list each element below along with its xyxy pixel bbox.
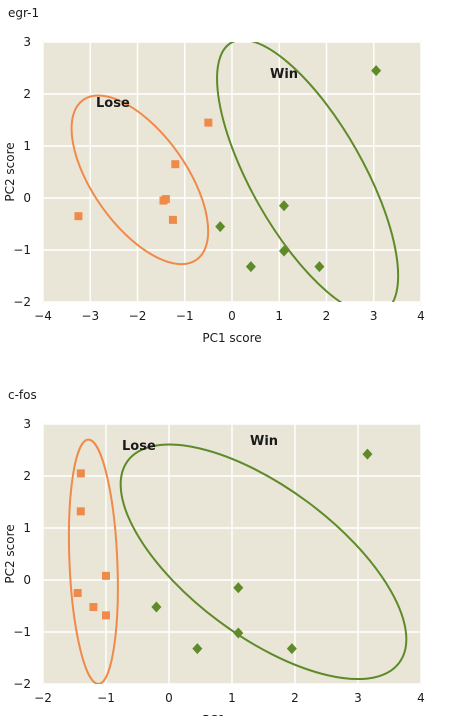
egr-1-panel: egr-1 −4 −3 −2 −1 0 1 2 3 4 −2 −1 0 1 2 3 PC1 score PC2 … xyxy=(3,6,425,345)
point-win xyxy=(278,200,289,212)
y-tick-label: 2 xyxy=(23,469,31,483)
y-tick-label: 2 xyxy=(23,87,31,101)
plot-content xyxy=(70,42,400,302)
ellipse-win xyxy=(216,42,400,302)
x-tick-label: 0 xyxy=(165,691,173,705)
x-tick-label: −2 xyxy=(34,691,52,705)
y-axis-title: PC2 score xyxy=(3,524,17,583)
point-win xyxy=(192,643,203,655)
point-lose xyxy=(74,212,83,221)
x-tick-label: 4 xyxy=(417,309,425,323)
point-win xyxy=(371,65,382,77)
point-lose xyxy=(102,611,110,620)
x-tick-label: 1 xyxy=(228,691,236,705)
plot-content xyxy=(67,438,408,684)
x-tick-label: 1 xyxy=(275,309,283,323)
point-lose xyxy=(102,571,110,580)
point-win xyxy=(233,582,244,594)
x-tick-label: 4 xyxy=(417,691,425,705)
x-tick-label: −3 xyxy=(81,309,99,323)
point-lose xyxy=(76,507,85,516)
point-lose xyxy=(204,118,213,127)
egr-1-chart: −4 −3 −2 −1 0 1 2 3 4 −2 −1 0 1 2 3 PC1 score PC2 score L… xyxy=(3,35,425,345)
y-tick-label: 0 xyxy=(23,573,31,587)
point-win xyxy=(362,448,373,460)
group-label-win: Win xyxy=(270,67,298,82)
group-label-lose: Lose xyxy=(122,439,156,454)
y-tick-label: −1 xyxy=(13,243,31,257)
y-tick-label: −1 xyxy=(13,625,31,639)
x-tick-label: −1 xyxy=(97,691,115,705)
x-tick-label: 2 xyxy=(291,691,299,705)
y-tick-label: −2 xyxy=(13,295,31,309)
point-lose xyxy=(76,469,85,478)
x-tick-label: 3 xyxy=(370,309,378,323)
x-axis-title: PC1 score xyxy=(202,331,261,345)
point-lose xyxy=(168,215,177,224)
y-tick-label: 3 xyxy=(23,35,31,49)
point-win xyxy=(286,643,297,655)
c-fos-chart: −2 −1 0 1 2 3 4 −2 −1 0 1 2 3 PC1 score PC2 score Lose W… xyxy=(3,417,425,716)
point-win xyxy=(278,245,289,257)
group-label-lose: Lose xyxy=(96,96,130,111)
point-lose xyxy=(73,589,82,597)
c-fos-panel: c-fos −2 −1 0 1 2 3 4 −2 −1 0 1 2 3 PC1 score PC2 scor… xyxy=(0,382,454,716)
point-lose xyxy=(159,196,168,205)
point-lose xyxy=(171,160,180,169)
group-label-win: Win xyxy=(250,434,278,449)
y-tick-label: 1 xyxy=(23,139,31,153)
point-win xyxy=(245,261,256,273)
point-lose xyxy=(89,603,98,612)
y-tick-label: 1 xyxy=(23,521,31,535)
point-win xyxy=(215,221,226,233)
x-tick-label: 0 xyxy=(228,309,236,323)
c-fos-title: c-fos xyxy=(8,388,37,402)
y-tick-label: 0 xyxy=(23,191,31,205)
x-tick-label: 2 xyxy=(323,309,331,323)
x-axis-title: PC1 score xyxy=(202,713,261,716)
y-tick-label: −2 xyxy=(13,677,31,691)
point-win xyxy=(314,261,325,273)
x-tick-label: −1 xyxy=(176,309,194,323)
y-tick-label: 3 xyxy=(23,417,31,431)
egr-1-title: egr-1 xyxy=(8,6,40,20)
ellipse-win xyxy=(119,443,408,681)
x-tick-label: −4 xyxy=(34,309,52,323)
point-win xyxy=(151,601,162,613)
x-tick-label: −2 xyxy=(129,309,147,323)
x-tick-label: 3 xyxy=(354,691,362,705)
ellipse-lose xyxy=(70,94,210,266)
ellipse-lose xyxy=(67,438,119,684)
y-axis-title: PC2 score xyxy=(3,142,17,201)
